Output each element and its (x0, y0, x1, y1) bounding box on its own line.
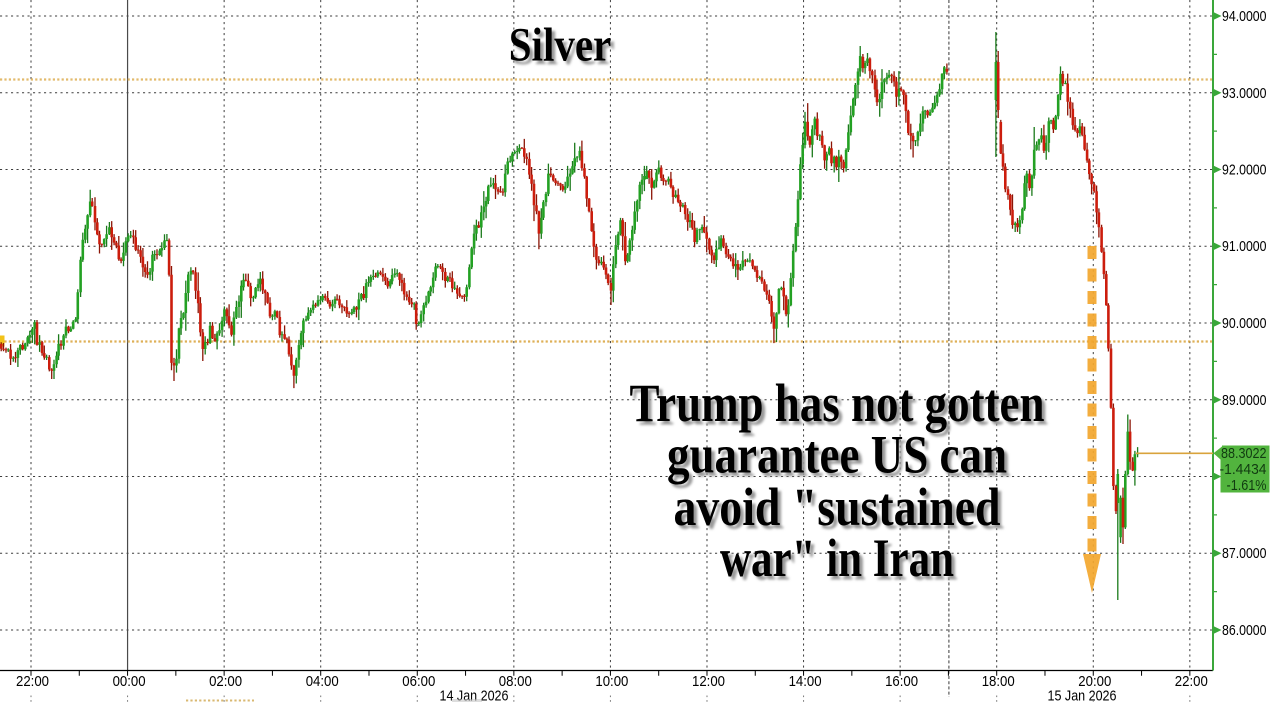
svg-text:war" in Iran: war" in Iran (724, 531, 958, 591)
svg-text:88.3022: 88.3022 (1221, 445, 1267, 462)
svg-text:94.0000: 94.0000 (1222, 8, 1267, 25)
svg-text:15 Jan 2026: 15 Jan 2026 (1048, 688, 1117, 703)
svg-text:93.0000: 93.0000 (1222, 85, 1267, 102)
svg-text:22:00: 22:00 (1175, 673, 1208, 690)
svg-text:12:00: 12:00 (692, 673, 725, 690)
svg-text:87.0000: 87.0000 (1222, 545, 1267, 562)
svg-text:avoid "sustained: avoid "sustained (677, 480, 1004, 540)
svg-text:20:00: 20:00 (1078, 673, 1111, 690)
svg-text:Silver: Silver (509, 19, 612, 72)
svg-text:14:00: 14:00 (789, 673, 822, 690)
svg-text:guarantee US can: guarantee US can (667, 425, 1007, 485)
svg-text:16:00: 16:00 (885, 673, 918, 690)
svg-text:war" in Iran: war" in Iran (720, 528, 954, 588)
svg-text:92.0000: 92.0000 (1222, 162, 1267, 179)
svg-text:22:00: 22:00 (16, 673, 49, 690)
svg-text:02:00: 02:00 (209, 673, 242, 690)
svg-text:guarantee US can: guarantee US can (671, 428, 1011, 488)
svg-text:Silver: Silver (512, 22, 615, 75)
svg-text:00:00: 00:00 (113, 673, 146, 690)
svg-text:avoid "sustained: avoid "sustained (674, 477, 1001, 537)
svg-text:10:00: 10:00 (595, 673, 628, 690)
svg-text:89.0000: 89.0000 (1222, 392, 1267, 409)
svg-text:06:00: 06:00 (402, 673, 435, 690)
svg-text:Trump has not gotten: Trump has not gotten (633, 377, 1048, 437)
svg-text:04:00: 04:00 (306, 673, 339, 690)
svg-text:Trump has not gotten: Trump has not gotten (630, 373, 1045, 433)
svg-text:90.0000: 90.0000 (1222, 315, 1267, 332)
svg-text:18:00: 18:00 (982, 673, 1015, 690)
svg-text:86.0000: 86.0000 (1222, 622, 1267, 639)
svg-text:08:00: 08:00 (499, 673, 532, 690)
svg-text:-1.61%: -1.61% (1227, 477, 1267, 494)
svg-text:-1.4434: -1.4434 (1220, 461, 1267, 478)
svg-text:91.0000: 91.0000 (1222, 238, 1267, 255)
